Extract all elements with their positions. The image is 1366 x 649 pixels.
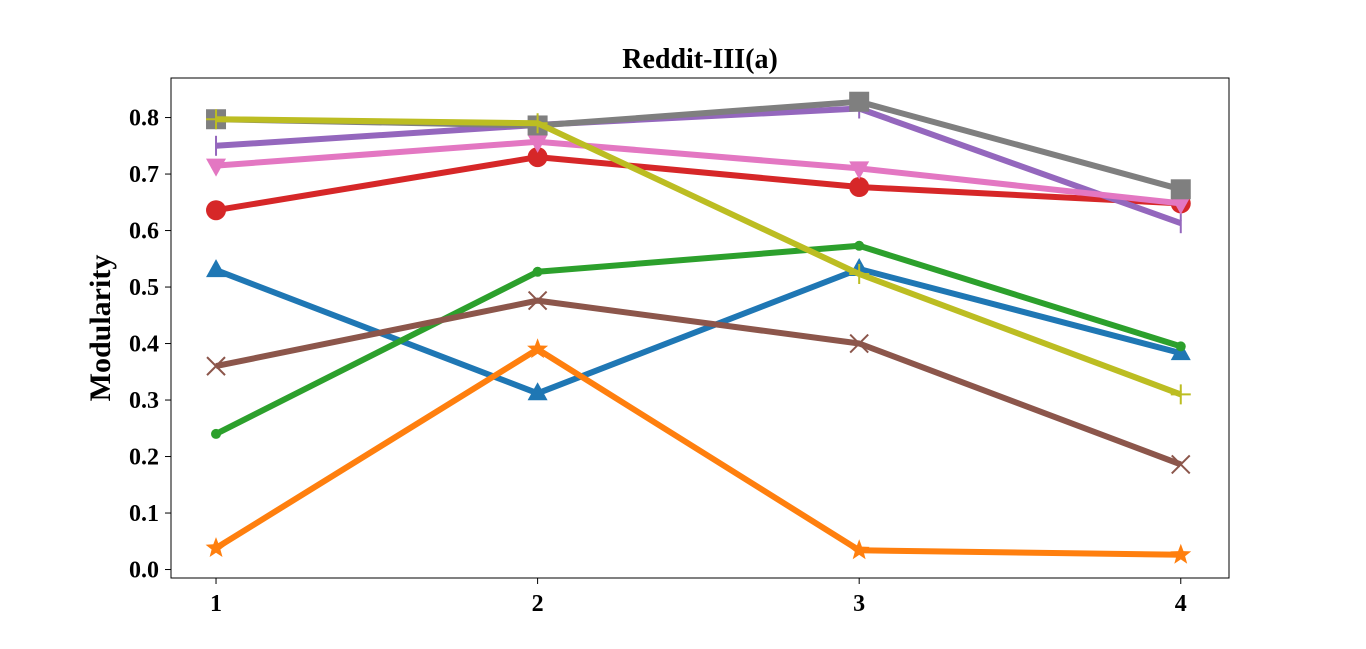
y-tick-label: 0.3 [129, 388, 159, 414]
series [205, 338, 1192, 564]
axis-ticks: 0.0 0.1 0.2 0.3 0.4 0.5 0.6 0.7 0.8 1 2 3 4 [129, 106, 1187, 617]
data-point [527, 113, 548, 134]
data-point [1170, 543, 1192, 564]
y-tick-label: 0.7 [129, 162, 159, 188]
series-line [214, 346, 1181, 558]
data-point [849, 177, 870, 198]
series-line [215, 297, 1182, 468]
data-point [527, 290, 548, 311]
series [206, 134, 1191, 215]
series-line [215, 116, 1182, 398]
chart-title: Reddit-III(a) [622, 44, 778, 75]
series [211, 240, 1186, 439]
data-point [1170, 196, 1191, 215]
data-point [211, 428, 222, 439]
data-point [527, 134, 548, 153]
data-point [849, 91, 870, 112]
x-tick-label: 1 [210, 591, 222, 617]
x-tick-label: 4 [1175, 591, 1187, 617]
series-line [215, 138, 1182, 207]
y-tick-label: 0.5 [129, 275, 159, 301]
data-point [206, 356, 226, 376]
data-point [527, 382, 548, 401]
series-line [215, 154, 1181, 214]
data-point [849, 264, 870, 285]
data-point [1170, 384, 1191, 405]
y-tick-label: 0.2 [129, 445, 159, 471]
y-tick-label: 0.4 [129, 332, 159, 358]
data-point [205, 537, 227, 557]
series-line [215, 98, 1182, 193]
series-line [215, 105, 1182, 227]
x-tick-label: 3 [853, 591, 865, 617]
data-point [527, 338, 549, 359]
series [206, 91, 1191, 200]
y-tick-label: 0.8 [129, 106, 159, 132]
data-point [849, 161, 870, 180]
y-tick-label: 0.0 [129, 558, 159, 584]
data-point [206, 158, 227, 177]
data-point [848, 539, 870, 560]
data-point [854, 240, 865, 251]
series-line [214, 242, 1182, 437]
data-point [532, 266, 543, 277]
data-point [206, 109, 227, 130]
data-point [206, 200, 227, 221]
y-tick-label: 0.1 [129, 501, 159, 527]
series-group [205, 91, 1192, 564]
series [206, 290, 1191, 475]
series-line [214, 266, 1182, 397]
series [206, 257, 1191, 401]
data-point [1170, 179, 1191, 200]
y-axis-label: Modularity [84, 255, 117, 402]
y-tick-label: 0.6 [129, 219, 159, 245]
x-tick-label: 2 [532, 591, 544, 617]
data-point [1171, 454, 1191, 475]
plot-area-frame [170, 77, 1230, 579]
series [206, 109, 1191, 405]
data-point [206, 259, 227, 278]
data-point [849, 333, 869, 354]
data-point [527, 147, 548, 168]
data-point [1175, 341, 1186, 352]
